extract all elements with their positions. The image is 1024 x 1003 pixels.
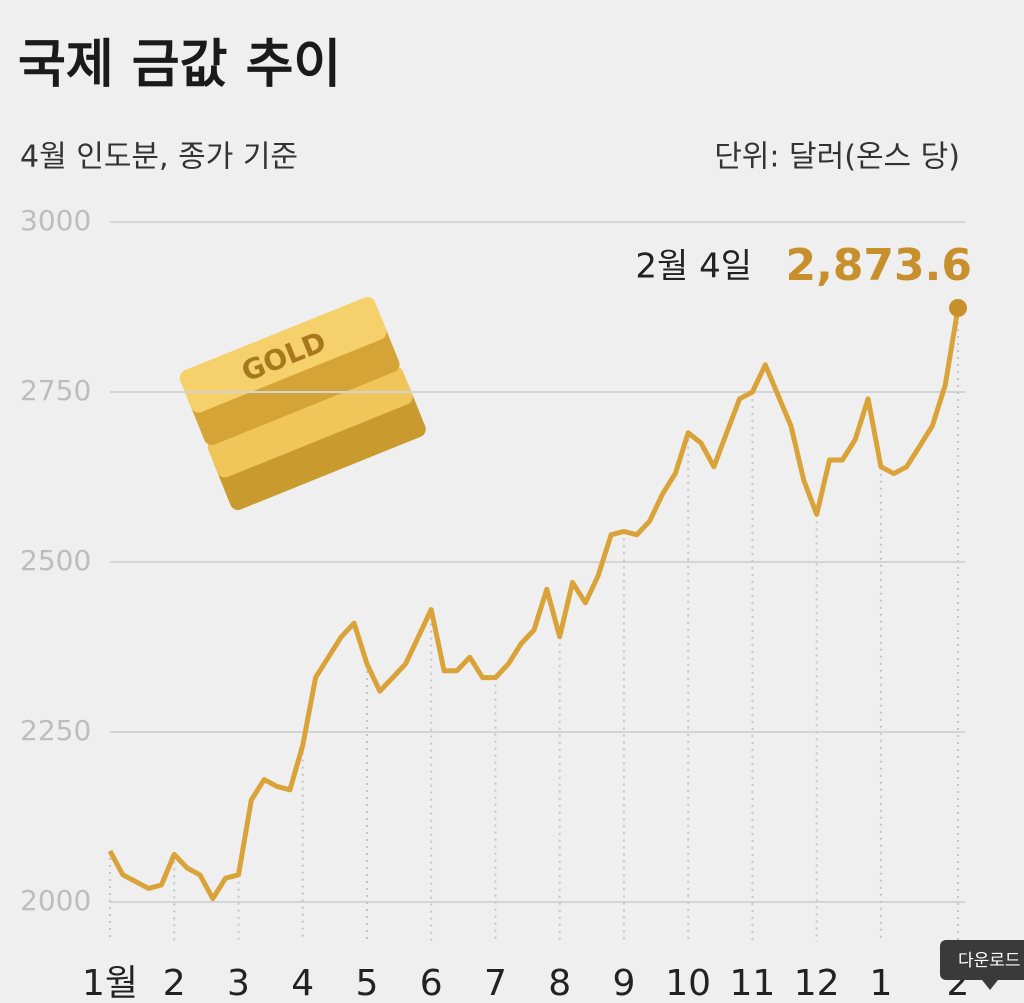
- subtitle: 4월 인도분, 종가 기준: [20, 140, 298, 175]
- x-tick-label: 9: [612, 963, 635, 1003]
- price-line: [107, 307, 961, 902]
- unit-label: 단위: 달러(온스 당): [714, 140, 960, 175]
- y-tick-label: 2000: [20, 884, 91, 917]
- x-tick-label: 6: [420, 963, 443, 1003]
- tooltip-arrow: [982, 980, 998, 990]
- x-tick-label: 8: [548, 963, 571, 1003]
- y-tick-label: 2750: [20, 374, 91, 407]
- gold-illustration: GOLD: [179, 297, 426, 510]
- chart-title: 국제 금값 추이: [18, 35, 341, 95]
- x-tick-label: 5: [356, 963, 379, 1003]
- annotation-value: 2,873.6: [785, 240, 972, 291]
- y-tick-label: 2500: [20, 544, 91, 577]
- x-tick-label: 11: [730, 963, 776, 1003]
- y-tick-label: 3000: [20, 204, 91, 237]
- y-tick-label: 2250: [20, 714, 91, 747]
- x-tick-label: 1: [869, 963, 892, 1003]
- x-tick-label: 1월: [82, 963, 138, 1003]
- x-tick-label: 7: [484, 963, 507, 1003]
- download-button[interactable]: [940, 940, 1024, 980]
- gold-bar: [179, 297, 387, 413]
- x-tick-label: 4: [291, 963, 314, 1003]
- x-tick-label: 3: [227, 963, 250, 1003]
- download-tooltip[interactable]: 다운로드: [940, 940, 1024, 990]
- x-tick-label: 10: [665, 963, 711, 1003]
- gold-bar: [207, 366, 413, 478]
- end-point: [949, 298, 967, 317]
- download-label[interactable]: 다운로드: [958, 951, 1021, 971]
- x-tick-label: 12: [794, 963, 840, 1003]
- annotation-date: 2월 4일: [635, 246, 752, 286]
- x-tick-label: 2: [163, 963, 186, 1003]
